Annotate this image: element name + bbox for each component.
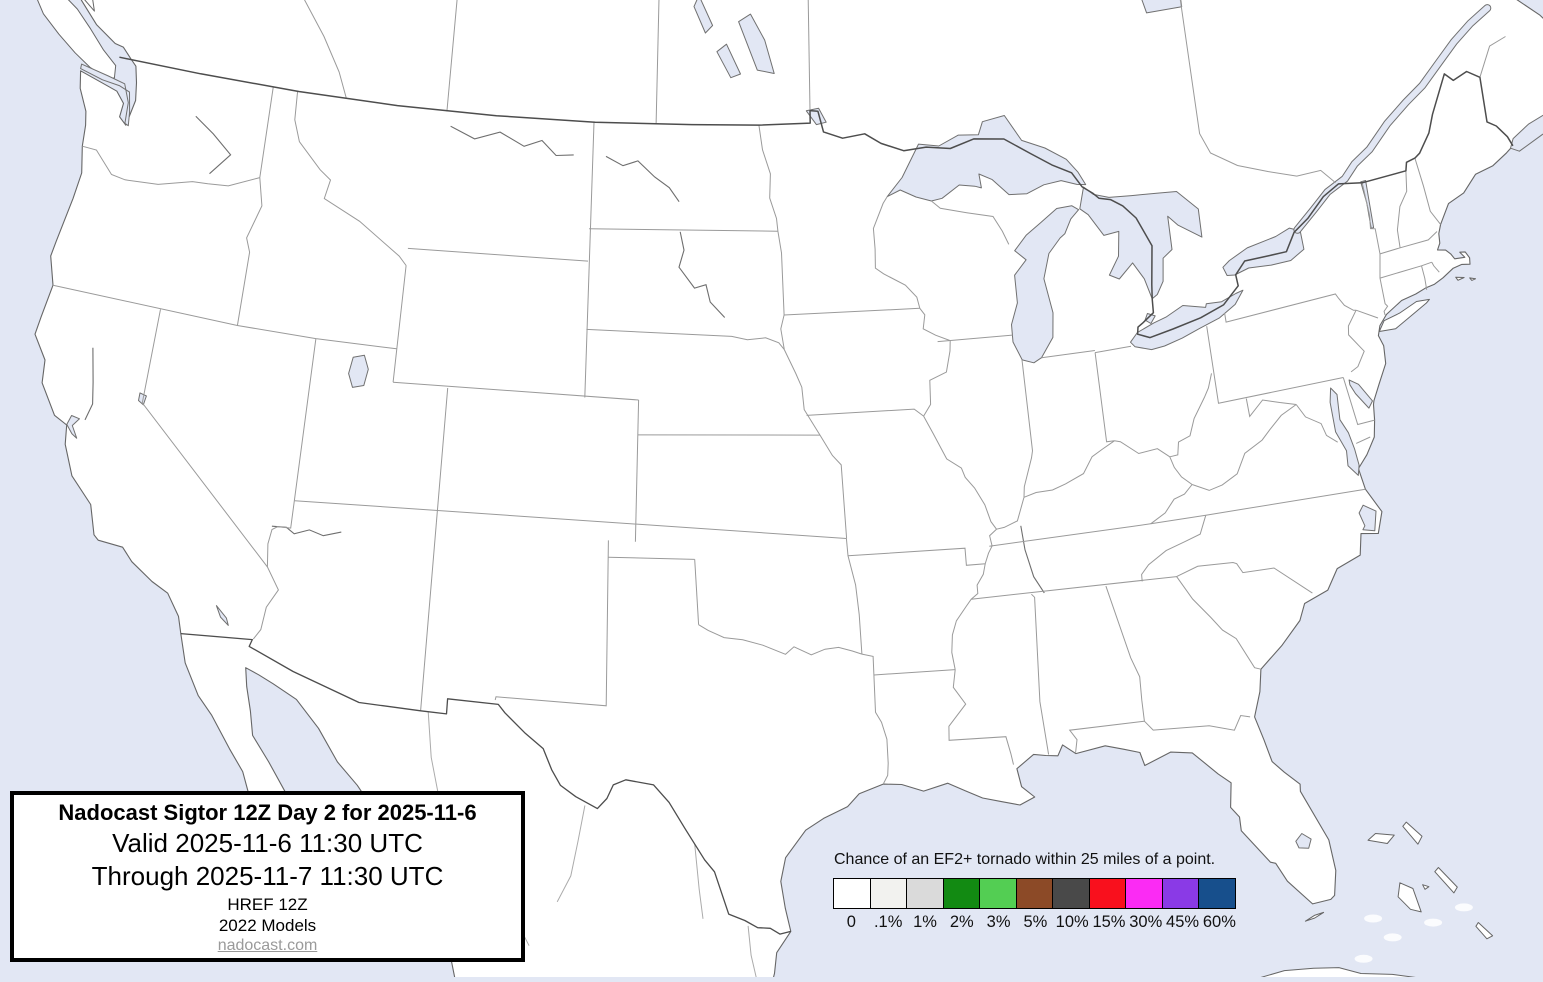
legend-swatch <box>833 878 871 909</box>
legend-swatch <box>1198 878 1236 909</box>
legend-swatch <box>1161 878 1200 909</box>
legend-swatch <box>1125 878 1163 909</box>
legend-label: 45% <box>1166 913 1200 931</box>
valid-time: Valid 2025-11-6 11:30 UTC <box>112 828 423 858</box>
through-time: Through 2025-11-7 11:30 UTC <box>91 861 444 891</box>
model-year: 2022 Models <box>218 916 317 935</box>
legend-swatch <box>906 878 944 909</box>
legend-label: 10% <box>1055 913 1089 931</box>
legend-label-row: 0 .1% 1% 2% 3% 5% 10% 15% 30% 45% 60% <box>833 913 1238 932</box>
legend-swatch <box>1088 878 1127 909</box>
legend-swatch <box>979 878 1017 909</box>
legend-label: .1% <box>873 913 903 931</box>
model-name: HREF 12Z <box>227 895 308 914</box>
legend-label: 1% <box>913 913 937 931</box>
legend-swatch <box>1015 878 1054 909</box>
legend-swatch <box>1052 878 1090 909</box>
map-title: Nadocast Sigtor 12Z Day 2 for 2025-11-6 <box>58 800 477 825</box>
legend-label: 0 <box>846 913 856 931</box>
title-box: Nadocast Sigtor 12Z Day 2 for 2025-11-6 … <box>10 791 525 962</box>
legend-swatch <box>942 878 981 909</box>
legend-swatch <box>869 878 908 909</box>
nadocast-link[interactable]: nadocast.com <box>217 937 318 954</box>
legend-label: 5% <box>1023 913 1048 931</box>
legend-label: 2% <box>949 913 974 931</box>
legend-label: 60% <box>1202 913 1236 931</box>
legend-title: Chance of an EF2+ tornado within 25 mile… <box>834 851 1216 868</box>
legend-swatch-row <box>833 878 1238 909</box>
legend-label: 3% <box>986 913 1011 931</box>
legend-label: 30% <box>1129 913 1163 931</box>
legend-label: 15% <box>1092 913 1126 931</box>
probability-legend: Chance of an EF2+ tornado within 25 mile… <box>833 851 1238 932</box>
